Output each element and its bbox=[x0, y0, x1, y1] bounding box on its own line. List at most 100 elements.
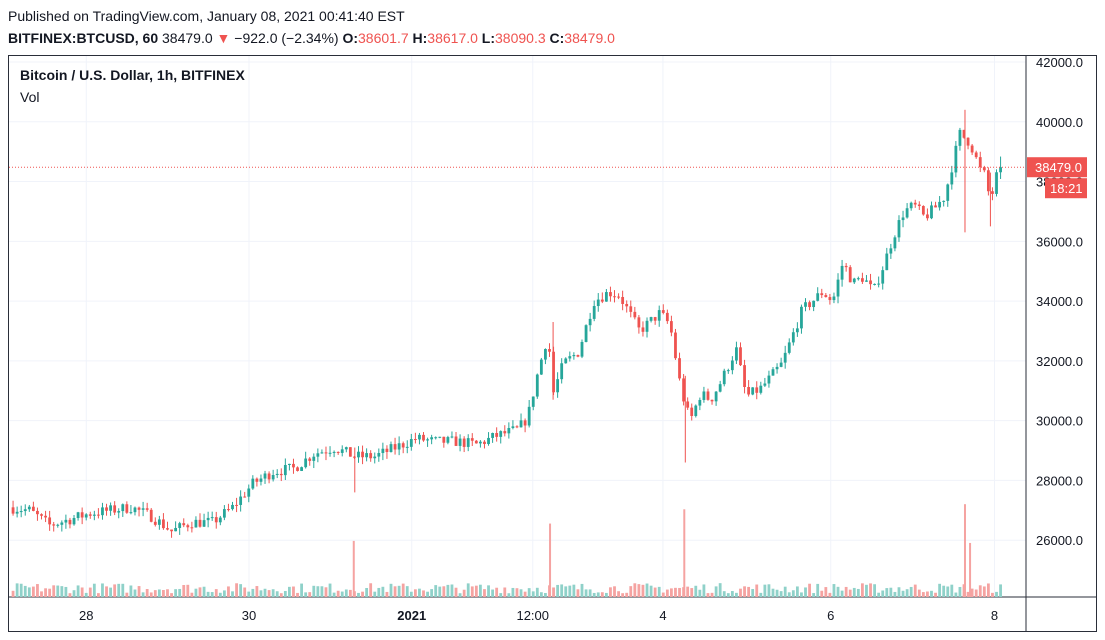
candle-body bbox=[222, 509, 226, 518]
volume-bar bbox=[865, 584, 868, 597]
candle-body bbox=[739, 347, 742, 366]
volume-bar bbox=[369, 583, 373, 597]
candle-body bbox=[454, 436, 458, 446]
candle-body bbox=[861, 278, 864, 282]
candle-body bbox=[560, 363, 564, 380]
candle-body bbox=[332, 451, 336, 453]
candle-body bbox=[377, 453, 381, 457]
volume-bar bbox=[190, 592, 194, 597]
candle-body bbox=[706, 391, 710, 400]
candle-body bbox=[170, 529, 173, 532]
candle-body bbox=[474, 440, 478, 444]
volume-bar bbox=[986, 583, 990, 597]
candle-body bbox=[178, 523, 182, 528]
volume-bar bbox=[743, 586, 746, 597]
volume-bar bbox=[970, 588, 974, 597]
open-label: O: bbox=[342, 30, 359, 46]
volume-bar bbox=[275, 591, 279, 597]
volume-bar bbox=[978, 585, 982, 597]
volume-bar bbox=[44, 588, 47, 597]
volume-label: Vol bbox=[20, 89, 40, 105]
volume-bar bbox=[549, 523, 552, 597]
volume-bar bbox=[954, 592, 958, 597]
volume-bar bbox=[259, 590, 263, 597]
candle-body bbox=[336, 451, 340, 453]
volume-bar bbox=[385, 591, 389, 597]
price-tick-label: 32000.0 bbox=[1036, 354, 1083, 369]
volume-bar bbox=[462, 589, 466, 597]
volume-bar bbox=[930, 590, 933, 597]
volume-bar bbox=[162, 590, 165, 597]
candle-body bbox=[836, 279, 840, 297]
volume-bar bbox=[539, 592, 543, 597]
candle-body bbox=[129, 512, 133, 514]
volume-bar bbox=[129, 585, 133, 597]
candle-body bbox=[466, 438, 470, 447]
candle-body bbox=[511, 426, 515, 429]
candle-body bbox=[133, 507, 137, 513]
candle-body bbox=[564, 358, 568, 364]
volume-bar bbox=[812, 593, 816, 597]
volume-bar bbox=[714, 586, 718, 597]
volume-bar bbox=[361, 591, 364, 597]
volume-bar bbox=[48, 588, 52, 597]
volume-bar bbox=[430, 589, 434, 597]
candle-body bbox=[31, 506, 35, 511]
volume-bar bbox=[336, 590, 340, 597]
volume-bar bbox=[580, 583, 584, 597]
volume-bar bbox=[856, 588, 860, 597]
candle-body bbox=[641, 327, 645, 332]
candle-body bbox=[283, 464, 287, 476]
volume-bar bbox=[844, 586, 848, 597]
volume-bar bbox=[141, 592, 145, 597]
volume-bar bbox=[527, 588, 531, 597]
candle-body bbox=[670, 321, 673, 333]
candle-body bbox=[527, 406, 531, 426]
price-tick-label: 26000.0 bbox=[1036, 533, 1083, 548]
candle-body bbox=[263, 473, 267, 479]
volume-bar bbox=[816, 583, 820, 597]
volume-bar bbox=[852, 587, 856, 597]
volume-bar bbox=[166, 589, 169, 597]
volume-bar bbox=[889, 587, 893, 597]
candle-body bbox=[259, 478, 263, 482]
volume-bar bbox=[227, 586, 230, 597]
candle-body bbox=[235, 504, 238, 506]
candle-body bbox=[385, 448, 389, 453]
candle-body bbox=[19, 511, 23, 513]
candle-body bbox=[210, 517, 214, 519]
candle-body bbox=[865, 280, 868, 282]
volume-bar bbox=[576, 589, 580, 597]
candle-body bbox=[479, 441, 482, 444]
volume-bar bbox=[938, 583, 942, 597]
volume-bar bbox=[982, 586, 986, 597]
volume-bar bbox=[873, 584, 876, 597]
volume-bar bbox=[186, 584, 190, 597]
candle-body bbox=[913, 202, 917, 205]
symbol-quote-line: BITFINEX:BTCUSD, 60 38479.0 ▼ −922.0 (−2… bbox=[8, 30, 615, 46]
candle-body bbox=[824, 295, 828, 298]
volume-bar bbox=[422, 590, 425, 597]
volume-bar bbox=[804, 587, 807, 597]
volume-bar bbox=[499, 593, 503, 597]
volume-bar bbox=[560, 584, 564, 597]
volume-bar bbox=[507, 593, 511, 597]
volume-bar bbox=[726, 593, 730, 597]
candle-body bbox=[365, 453, 369, 458]
candle-body bbox=[828, 297, 832, 301]
candle-body bbox=[483, 441, 486, 445]
volume-bar bbox=[824, 587, 828, 597]
candle-body bbox=[625, 303, 629, 307]
volume-bar bbox=[247, 591, 251, 597]
volume-bar bbox=[27, 587, 31, 597]
candle-body bbox=[950, 172, 954, 185]
candle-body bbox=[231, 504, 234, 510]
volume-bar bbox=[296, 592, 299, 597]
candle-body bbox=[600, 299, 604, 302]
volume-bar bbox=[572, 584, 576, 597]
candle-body bbox=[795, 328, 799, 333]
volume-bar bbox=[836, 586, 840, 597]
candle-body bbox=[889, 248, 893, 254]
volume-bar bbox=[683, 509, 686, 597]
